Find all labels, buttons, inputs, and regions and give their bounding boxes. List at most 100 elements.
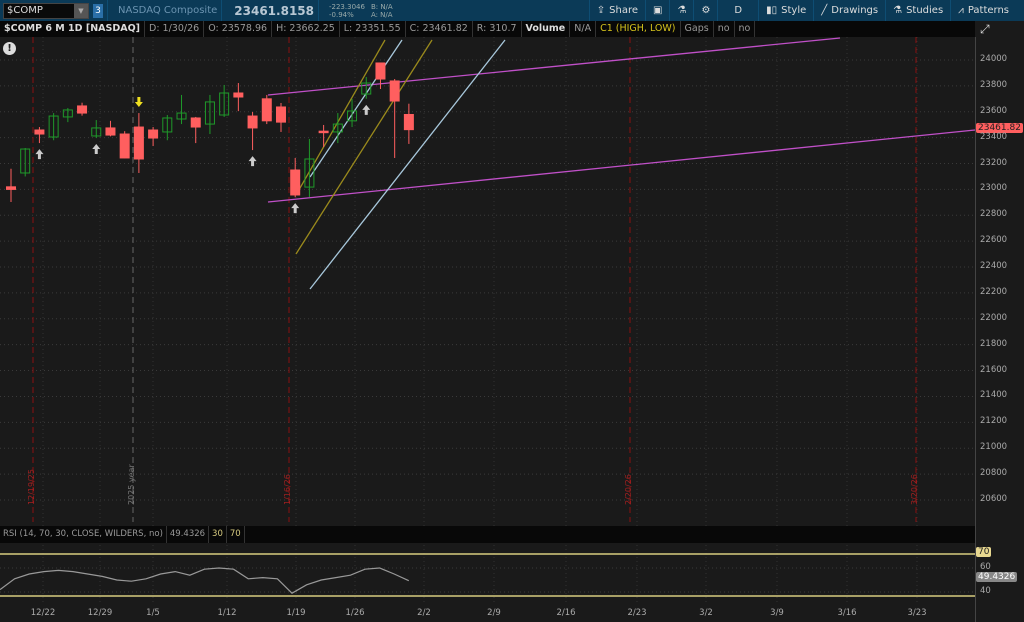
info-alert-icon[interactable]: ! <box>3 42 16 55</box>
top-toolbar: $COMP ▼ 3 NASDAQ Composite 23461.8158 -22… <box>0 0 1024 21</box>
flask-icon: ⚗ <box>677 5 687 16</box>
time-tick-label: 1/5 <box>146 608 160 618</box>
trendline-drawing <box>267 129 976 203</box>
time-tick-label: 3/23 <box>907 608 927 618</box>
trendline-drawing <box>295 39 433 255</box>
patterns-button[interactable]: ⩘ Patterns <box>950 0 1016 21</box>
rsi-label[interactable]: RSI (14, 70, 30, CLOSE, WILDERS, no) <box>0 526 167 543</box>
pencil-line-icon: ╱ <box>821 5 828 16</box>
candle-body <box>62 109 73 118</box>
style-button[interactable]: ▮▯ Style <box>758 0 813 21</box>
volume-value: N/A <box>570 21 597 37</box>
candle-body <box>261 98 272 122</box>
change-percent: -0.94% <box>329 10 354 19</box>
candle-body <box>48 115 59 138</box>
candle-body <box>347 110 358 122</box>
bid: B: N/A <box>370 2 393 11</box>
alert-icon: ▣ <box>653 5 663 16</box>
rsi-tick-60: 60 <box>980 562 991 572</box>
candle-body <box>105 127 116 136</box>
style-label: Style <box>781 5 807 16</box>
flask-icon: ⚗ <box>893 5 903 16</box>
up-arrow-signal-icon <box>35 149 44 160</box>
candle-body <box>332 123 343 133</box>
instrument-name: NASDAQ Composite <box>118 5 218 16</box>
link-group-badge[interactable]: 3 <box>93 3 103 18</box>
gear-icon: ⚙ <box>701 5 711 16</box>
aggregation-button[interactable]: D <box>717 0 758 21</box>
candle-body <box>77 105 88 114</box>
patterns-icon: ⩘ <box>958 5 964 16</box>
ask: A: N/A <box>370 10 393 19</box>
net-change: -223.3046 -0.94% <box>329 3 365 19</box>
bid-ask: B: N/A A: N/A <box>371 3 393 19</box>
event-label: 2/20/26 <box>624 474 633 505</box>
event-label: 1/16/26 <box>283 474 292 505</box>
drawings-button[interactable]: ╱ Drawings <box>813 0 885 21</box>
chevron-down-icon[interactable]: ▼ <box>74 3 88 18</box>
up-arrow-signal-icon <box>362 104 371 115</box>
change-value: -223.3046 <box>329 2 365 11</box>
candle-body <box>119 133 130 159</box>
event-label: 2025 year <box>127 464 136 505</box>
time-tick-label: 1/19 <box>286 608 306 618</box>
volume-label: Volume <box>522 21 571 37</box>
price-tick-label: 22800 <box>980 209 1008 220</box>
price-axis-border <box>975 37 976 622</box>
price-tick-label: 24000 <box>980 54 1008 64</box>
candle-body <box>190 117 201 128</box>
trendline-drawing <box>309 39 403 178</box>
price-tick-label: 22200 <box>980 286 1008 297</box>
price-tick-label: 21600 <box>980 364 1008 375</box>
time-tick-label: 1/26 <box>345 608 365 618</box>
price-tick-label: 21400 <box>980 390 1008 401</box>
expand-chart-icon[interactable]: ⤢ <box>980 22 990 36</box>
rsi-value-tag: 49.4326 <box>976 572 1018 582</box>
drawings-label: Drawings <box>831 5 879 16</box>
alert-button[interactable]: ▣ <box>645 0 669 21</box>
chart-title: $COMP 6 M 1D [NASDAQ] <box>0 21 146 37</box>
study-label[interactable]: C1 (HIGH, LOW) <box>596 21 681 37</box>
gaps-value-1: no <box>714 21 735 37</box>
candle-body <box>290 169 301 196</box>
time-tick-label: 1/12 <box>217 608 237 618</box>
up-arrow-signal-icon <box>248 156 257 167</box>
price-tick-label: 20600 <box>980 493 1008 504</box>
rsi-overbought-tag: 70 <box>976 547 992 557</box>
bar-close: C: 23461.82 <box>406 21 473 37</box>
candle-body <box>6 186 16 190</box>
share-icon: ⇪ <box>596 5 606 16</box>
price-tick-label: 23200 <box>980 157 1008 168</box>
time-tick-label: 12/22 <box>30 608 56 618</box>
trendline-drawing <box>309 39 506 290</box>
last-price: 23461.8158 <box>234 3 314 18</box>
candle-body <box>219 92 230 116</box>
share-button[interactable]: ⇪ Share <box>588 0 645 21</box>
symbol-text: $COMP <box>7 4 43 16</box>
candle-body <box>133 126 144 160</box>
symbol-input[interactable]: $COMP ▼ <box>3 2 89 19</box>
share-label: Share <box>609 5 639 16</box>
candle-body <box>176 112 187 120</box>
rsi-upper: 70 <box>227 526 245 543</box>
candle-style-icon: ▮▯ <box>766 5 778 16</box>
candle-body <box>204 101 215 125</box>
price-tick-label: 21000 <box>980 442 1008 453</box>
settings-button[interactable]: ⚙ <box>693 0 717 21</box>
event-label: 12/19/25 <box>27 469 36 505</box>
time-tick-label: 3/16 <box>837 608 857 618</box>
price-tick-label: 23400 <box>980 131 1008 142</box>
price-chart[interactable] <box>0 37 1024 622</box>
rsi-lower: 30 <box>209 526 227 543</box>
price-tick-label: 22400 <box>980 261 1008 272</box>
current-price-tag: 23461.82 <box>976 123 1023 133</box>
time-tick-label: 2/16 <box>556 608 576 618</box>
flask-button[interactable]: ⚗ <box>669 0 693 21</box>
price-tick-label: 23600 <box>980 105 1008 116</box>
candle-body <box>34 129 45 135</box>
bar-low: L: 23351.55 <box>340 21 406 37</box>
candle-body <box>20 148 31 174</box>
studies-button[interactable]: ⚗ Studies <box>885 0 950 21</box>
patterns-label: Patterns <box>967 5 1009 16</box>
price-tick-label: 22000 <box>980 312 1008 323</box>
